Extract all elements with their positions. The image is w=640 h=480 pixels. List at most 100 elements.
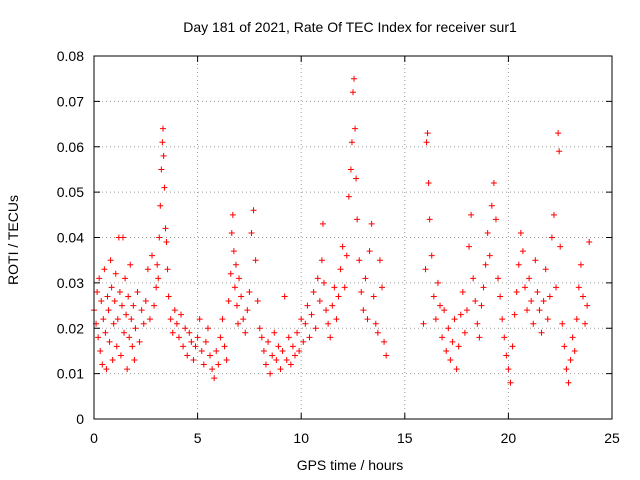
data-point <box>103 366 110 373</box>
data-point <box>425 180 432 187</box>
data-point <box>200 361 207 368</box>
data-point <box>486 252 493 259</box>
data-point <box>333 316 340 323</box>
data-point <box>131 357 138 364</box>
data-point <box>233 302 240 309</box>
data-point <box>110 320 117 327</box>
data-point <box>188 338 195 345</box>
data-point <box>221 343 228 350</box>
x-tick-label: 20 <box>501 430 517 446</box>
data-point <box>476 334 483 341</box>
data-point <box>192 343 199 350</box>
data-point <box>553 284 560 291</box>
data-point <box>300 338 307 345</box>
data-point <box>573 316 580 323</box>
data-point <box>109 357 116 364</box>
data-point <box>563 366 570 373</box>
data-point <box>178 311 185 318</box>
data-point <box>229 211 236 218</box>
data-point <box>254 298 261 305</box>
data-point <box>285 334 292 341</box>
data-point <box>445 325 452 332</box>
data-point <box>484 229 491 236</box>
data-point <box>567 357 574 364</box>
x-axis-label: GPS time / hours <box>297 457 404 473</box>
data-point <box>470 275 477 282</box>
data-point <box>167 316 174 323</box>
data-point <box>432 316 439 323</box>
data-point <box>161 184 168 191</box>
data-point <box>372 320 379 327</box>
y-tick-label: 0.01 <box>57 366 84 382</box>
data-point <box>370 293 377 300</box>
data-point <box>530 320 537 327</box>
data-point <box>238 293 245 300</box>
data-point <box>94 288 101 295</box>
data-point <box>101 266 108 273</box>
data-point <box>325 320 332 327</box>
data-point <box>329 302 336 309</box>
data-point <box>548 234 555 241</box>
data-point <box>127 261 134 268</box>
data-point <box>368 220 375 227</box>
x-tick-label: 15 <box>397 430 413 446</box>
data-point <box>579 293 586 300</box>
data-point <box>423 139 430 146</box>
data-point <box>273 357 280 364</box>
data-point <box>269 352 276 359</box>
data-point <box>538 329 545 336</box>
data-point <box>499 316 506 323</box>
data-point <box>544 316 551 323</box>
y-axis-label: ROTI / TECUs <box>5 195 21 285</box>
data-point <box>175 334 182 341</box>
data-point <box>437 302 444 309</box>
data-point <box>262 361 269 368</box>
data-point <box>561 343 568 350</box>
data-point <box>186 329 193 336</box>
data-point <box>165 293 172 300</box>
data-point <box>582 320 589 327</box>
data-point <box>306 334 313 341</box>
data-point <box>519 248 526 255</box>
data-point <box>503 352 510 359</box>
data-point <box>511 311 518 318</box>
data-point <box>383 352 390 359</box>
data-point <box>443 347 450 354</box>
y-tick-label: 0.06 <box>57 139 84 155</box>
data-point <box>149 252 156 259</box>
data-point <box>207 352 214 359</box>
y-tick-label: 0.05 <box>57 184 84 200</box>
data-point <box>480 284 487 291</box>
data-point <box>129 343 136 350</box>
data-point <box>569 334 576 341</box>
data-point <box>428 252 435 259</box>
data-point <box>314 275 321 282</box>
data-point <box>258 334 265 341</box>
data-point <box>339 243 346 250</box>
data-point <box>105 307 112 314</box>
data-point <box>327 334 334 341</box>
data-point <box>240 316 247 323</box>
data-point <box>356 257 363 264</box>
data-point <box>501 334 508 341</box>
data-point <box>575 284 582 291</box>
data-point <box>337 266 344 273</box>
y-tick-label: 0.04 <box>57 230 84 246</box>
data-point <box>526 275 533 282</box>
data-point <box>106 338 113 345</box>
data-point <box>534 288 541 295</box>
data-point <box>294 329 301 336</box>
data-point <box>289 343 296 350</box>
data-point <box>509 343 516 350</box>
data-point <box>478 302 485 309</box>
data-point <box>140 320 147 327</box>
data-point <box>571 347 578 354</box>
data-point <box>130 302 137 309</box>
data-point <box>123 311 130 318</box>
data-point <box>111 298 118 305</box>
data-point <box>528 298 535 305</box>
data-point <box>132 325 139 332</box>
data-point <box>126 334 133 341</box>
data-point <box>146 316 153 323</box>
data-point <box>252 257 259 264</box>
